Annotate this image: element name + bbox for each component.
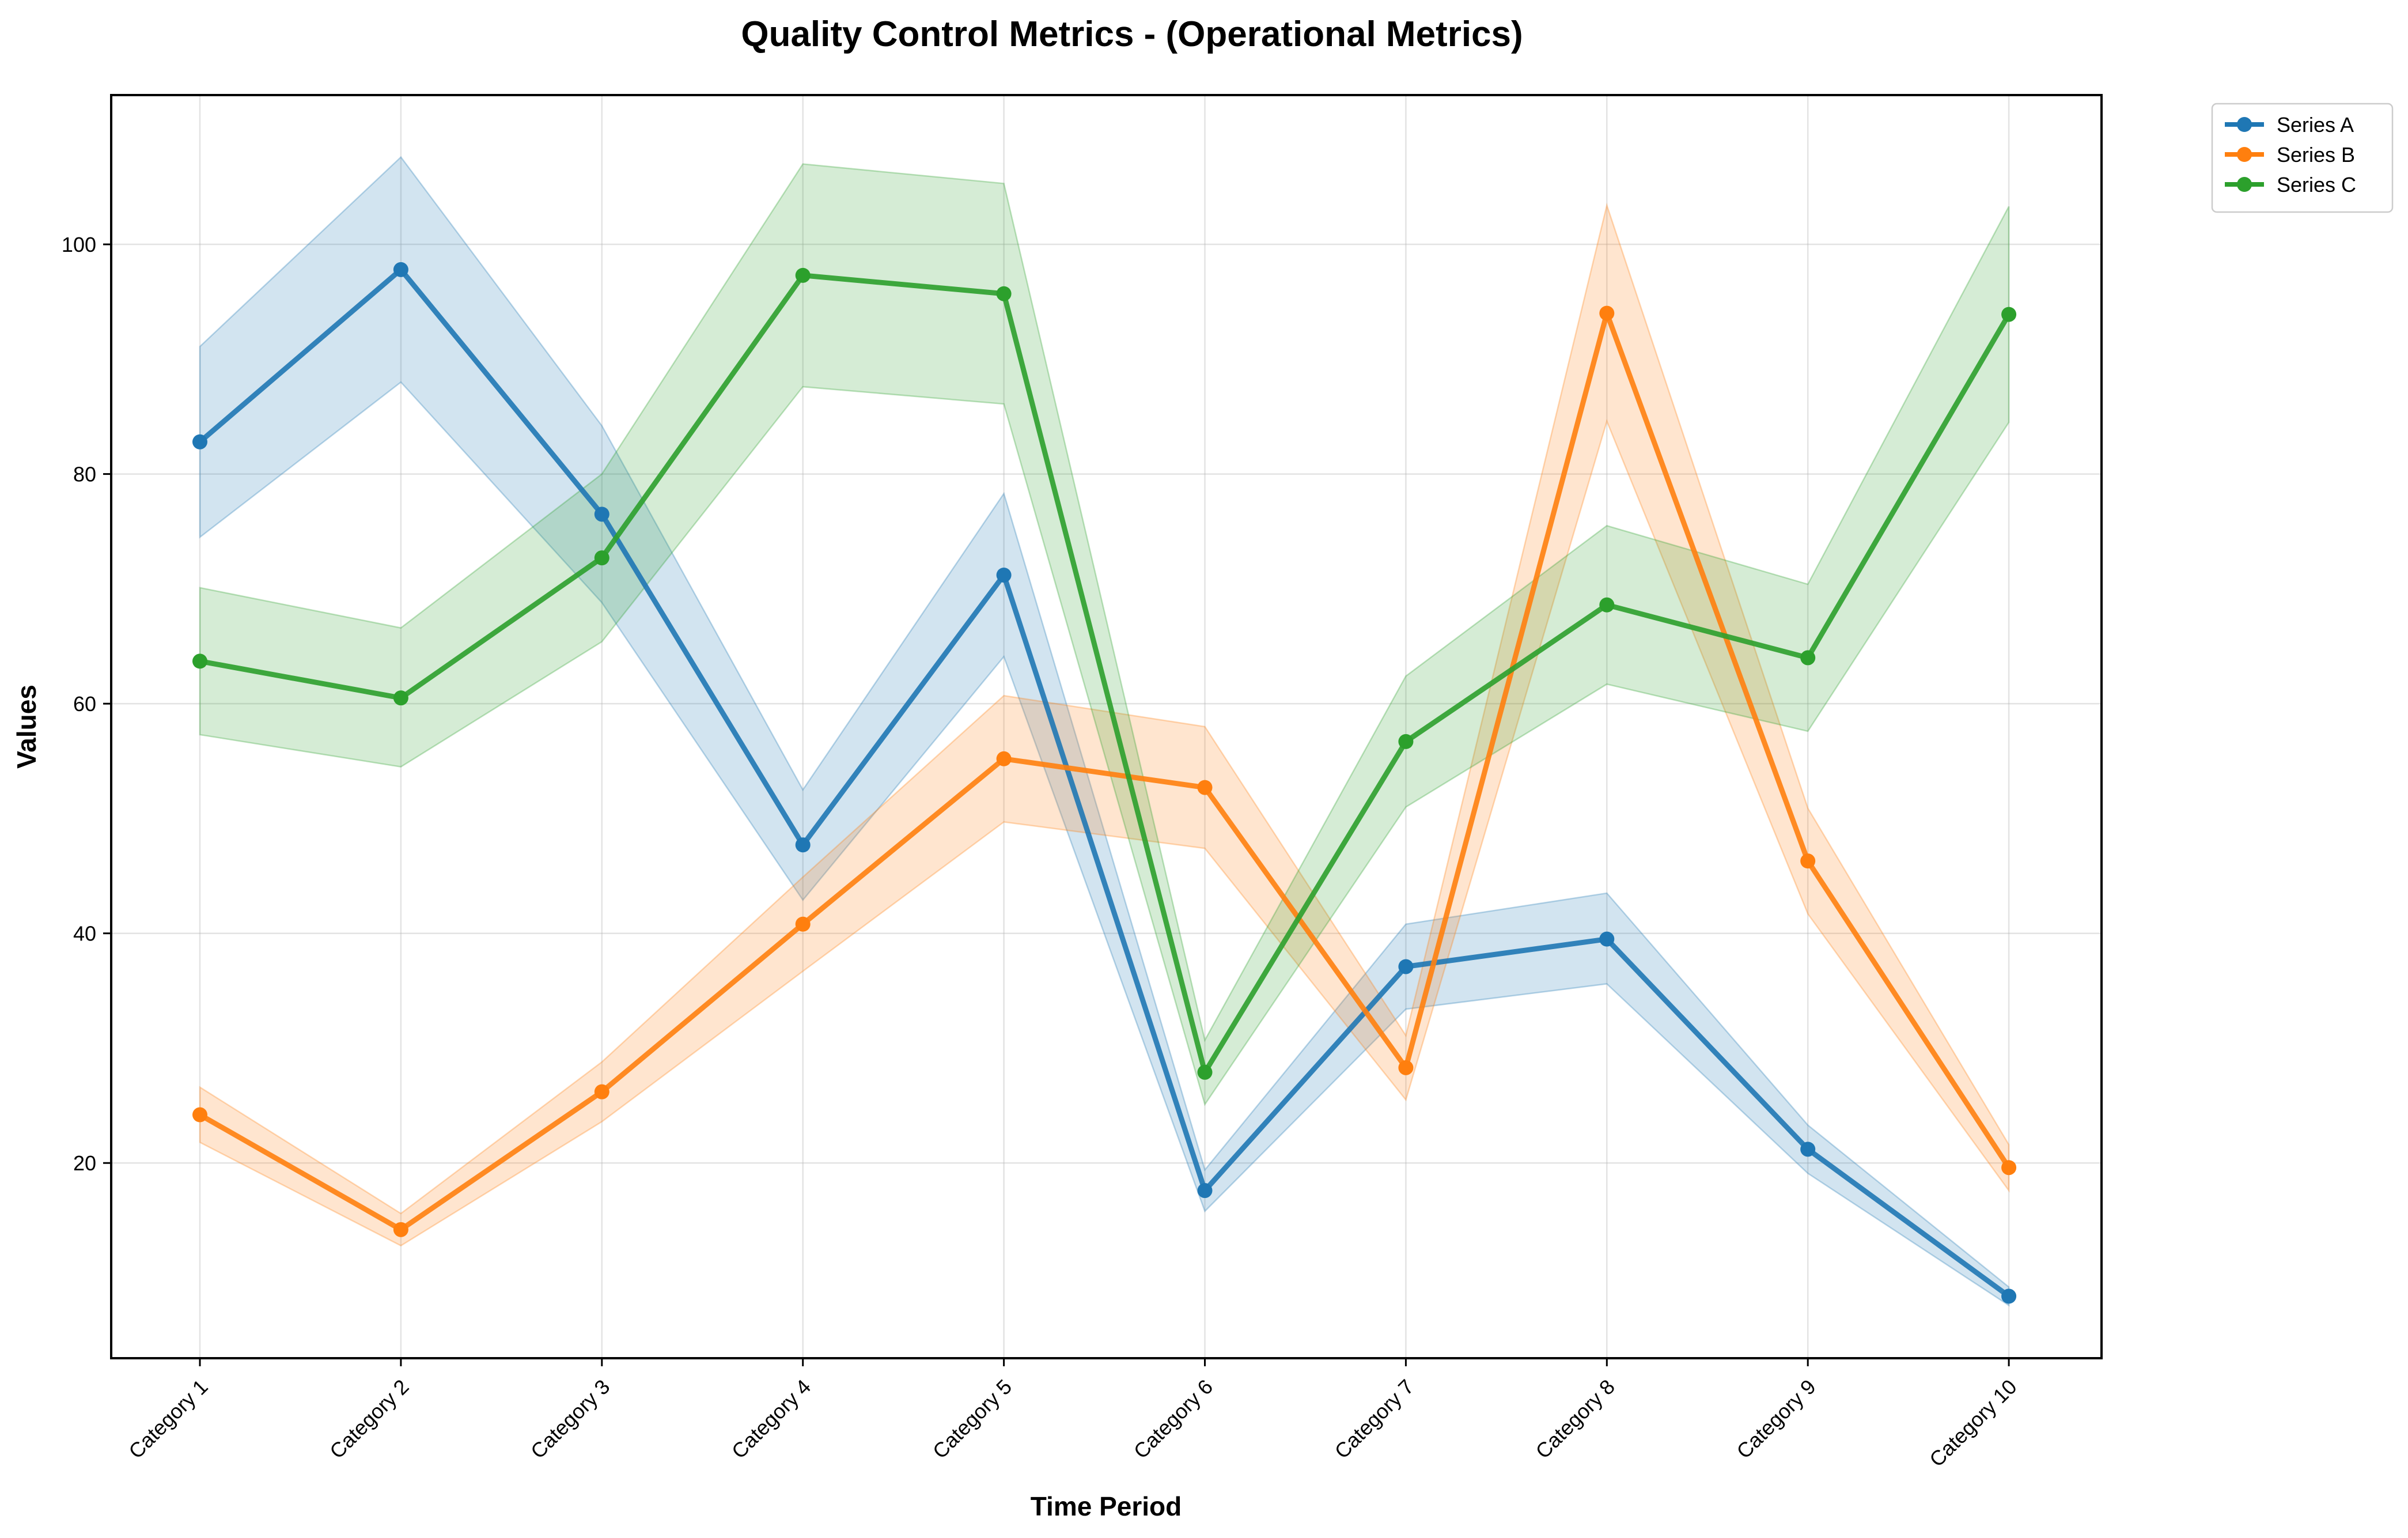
legend-marker [2237, 117, 2252, 132]
series-line-2 [197, 311, 2012, 1233]
data-point [1800, 1142, 1816, 1157]
x-tick-label: Category 8 [1531, 1375, 1619, 1464]
chart-title: Quality Control Metrics - (Operational M… [741, 14, 1523, 54]
data-point [594, 1084, 609, 1099]
y-tick-label: 20 [73, 1151, 96, 1175]
data-point [393, 690, 408, 706]
data-point [1197, 1183, 1213, 1199]
data-point [1599, 597, 1615, 613]
data-point [1599, 305, 1615, 321]
x-tick-label: Category 5 [928, 1375, 1017, 1464]
data-point [795, 267, 811, 283]
data-point [1197, 780, 1213, 795]
data-point [393, 1222, 408, 1237]
y-tick-label: 80 [73, 463, 96, 486]
data-point [1599, 931, 1615, 947]
legend: Series A Series B Series C [2211, 103, 2394, 213]
series-points [192, 262, 2017, 1304]
data-point [393, 262, 408, 277]
grid [111, 95, 2102, 1358]
series-band-1 [199, 156, 2010, 1307]
data-point [996, 286, 1012, 301]
data-point [1800, 650, 1816, 666]
legend-label: Series C [2277, 173, 2356, 196]
data-point [594, 550, 609, 566]
y-tick-label: 40 [73, 922, 96, 946]
data-point [1398, 1060, 1414, 1075]
x-tick-label: Category 7 [1330, 1375, 1419, 1464]
x-tick-label: Category 10 [1925, 1375, 2021, 1472]
y-axis-label: Values [12, 685, 41, 769]
confidence-bands [199, 156, 2010, 1307]
data-point [2001, 1288, 2017, 1304]
x-tick-label: Category 2 [325, 1375, 414, 1464]
data-point [1398, 959, 1414, 974]
legend-marker [2237, 147, 2252, 162]
data-point [192, 1107, 207, 1123]
x-tick-label: Category 6 [1129, 1375, 1218, 1464]
data-point [2001, 307, 2017, 322]
x-tick-label: Category 3 [526, 1375, 615, 1464]
y-axis-ticks: 20 40 60 80 100 [62, 233, 111, 1175]
data-point [192, 434, 207, 449]
data-point [1800, 853, 1816, 869]
data-point [192, 653, 207, 669]
data-point [2001, 1160, 2017, 1176]
x-axis-label: Time Period [1031, 1491, 1182, 1521]
x-tick-label: Category 9 [1732, 1375, 1820, 1464]
x-tick-label: Category 1 [124, 1375, 213, 1464]
data-point [795, 837, 811, 853]
data-point [594, 507, 609, 522]
series-band-3 [199, 163, 2010, 1106]
legend-label: Series A [2277, 113, 2354, 137]
series-line-3 [197, 273, 2012, 1075]
legend-marker [2237, 177, 2252, 192]
data-point [795, 916, 811, 932]
plot-frame [110, 94, 2103, 1359]
data-point [1197, 1064, 1213, 1080]
data-point [996, 751, 1012, 766]
data-point [1398, 734, 1414, 749]
series-lines [197, 267, 2012, 1299]
legend-label: Series B [2277, 143, 2355, 167]
x-axis-ticks: Category 1 Category 2 Category 3 Category 4… [124, 1358, 2021, 1471]
y-tick-label: 60 [73, 692, 96, 716]
x-tick-label: Category 4 [727, 1375, 816, 1464]
data-point [996, 567, 1012, 583]
series-line-1 [197, 267, 2012, 1299]
y-tick-label: 100 [62, 233, 96, 256]
series-band-2 [199, 202, 2010, 1247]
